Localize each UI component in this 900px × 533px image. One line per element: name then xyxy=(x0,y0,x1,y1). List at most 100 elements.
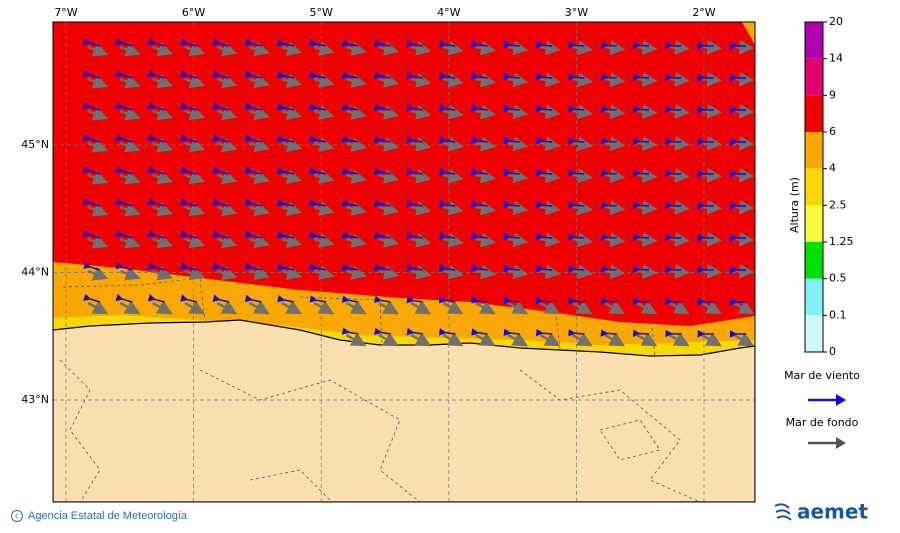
colorbar-segment xyxy=(805,242,823,279)
wind-arrow xyxy=(244,134,262,143)
lon-label: 6°W xyxy=(182,6,205,19)
swell-arrow xyxy=(216,201,238,217)
swell-arrow xyxy=(184,41,206,57)
swell-arrow xyxy=(507,332,529,347)
swell-arrow xyxy=(733,167,755,183)
wind-arrow xyxy=(600,233,617,241)
swell-arrow xyxy=(152,106,173,121)
wind-arrow xyxy=(568,233,585,241)
wind-arrow xyxy=(406,231,424,240)
wind-arrow xyxy=(115,69,133,79)
swell-arrow xyxy=(119,266,141,281)
swell-arrow xyxy=(733,263,755,279)
wind-arrow xyxy=(277,262,294,271)
wind-arrow xyxy=(212,166,230,175)
wind-arrow xyxy=(568,73,585,81)
wind-arrow xyxy=(147,262,165,271)
swell-arrow xyxy=(152,234,173,249)
wind-arrow xyxy=(471,168,488,176)
wind-arrow xyxy=(600,201,617,209)
wind-arrow xyxy=(212,294,230,303)
wind-arrow xyxy=(471,136,488,144)
swell-arrow xyxy=(152,42,173,57)
wind-arrow xyxy=(147,230,165,239)
swell-arrow xyxy=(378,41,400,56)
swell-arrow xyxy=(669,72,690,87)
wind-arrow xyxy=(600,265,617,273)
wind-arrow xyxy=(600,41,617,49)
wind-arrow xyxy=(180,262,198,271)
wind-arrow xyxy=(471,296,488,304)
swell-arrow xyxy=(669,136,690,151)
wind-arrow xyxy=(180,198,198,207)
colorbar-segment xyxy=(805,168,823,206)
wind-arrow xyxy=(503,72,520,81)
swell-arrow xyxy=(701,71,723,87)
swell-arrow xyxy=(443,168,464,184)
swell-arrow xyxy=(313,41,335,56)
swell-arrow xyxy=(119,74,141,89)
swell-arrow xyxy=(184,137,206,153)
swell-arrow xyxy=(281,73,303,88)
wind-arrow xyxy=(568,137,585,145)
wind-arrow xyxy=(341,199,359,207)
wind-arrow xyxy=(535,168,553,177)
wind-arrow xyxy=(600,329,617,337)
swell-arrow xyxy=(410,72,432,88)
swell-arrow xyxy=(184,300,206,315)
wind-arrow xyxy=(180,38,198,47)
wind-arrow xyxy=(374,327,391,336)
wind-arrow xyxy=(503,104,520,113)
swell-arrow xyxy=(313,201,335,216)
swell-arrow xyxy=(119,202,141,217)
wind-arrow xyxy=(244,102,262,111)
wind-arrow xyxy=(115,293,133,303)
wind-arrow xyxy=(341,39,359,47)
swell-arrow xyxy=(378,201,400,216)
wind-arrow xyxy=(212,38,230,47)
wind-arrow xyxy=(83,133,101,143)
swell-arrow xyxy=(249,201,270,217)
swell-arrow xyxy=(378,233,400,248)
swell-arrow xyxy=(346,233,367,248)
swell-arrow xyxy=(313,137,335,152)
wind-arrow xyxy=(438,104,456,112)
wind-arrow xyxy=(180,294,198,303)
wind-arrow xyxy=(180,102,198,111)
wind-arrow xyxy=(535,232,553,241)
swell-arrow xyxy=(443,264,464,280)
swell-arrow xyxy=(346,73,367,88)
swell-arrow xyxy=(474,332,496,347)
wind-arrow xyxy=(115,133,133,143)
wind-arrow xyxy=(535,264,553,273)
swell-arrow xyxy=(249,105,270,121)
wind-arrow xyxy=(503,40,520,49)
colorbar-tick-label: 0 xyxy=(829,345,836,358)
wind-arrow xyxy=(341,295,359,303)
wind-arrow xyxy=(471,264,488,272)
wind-arrow xyxy=(374,295,391,304)
lat-label: 45°N xyxy=(21,138,49,151)
wind-arrow xyxy=(503,296,520,305)
swell-arrow xyxy=(216,105,238,121)
wind-arrow xyxy=(535,200,553,209)
copyright-icon xyxy=(11,510,23,522)
wind-arrow xyxy=(277,38,294,47)
wind-arrow xyxy=(374,103,391,112)
wind-arrow xyxy=(374,199,391,208)
wind-arrow xyxy=(535,104,553,113)
wind-arrow xyxy=(600,297,617,305)
swell-arrow xyxy=(443,136,464,152)
wind-arrow xyxy=(438,40,456,48)
swell-arrow xyxy=(87,202,109,217)
wind-arrow xyxy=(438,136,456,144)
swell-arrow xyxy=(539,332,561,347)
colorbar-segment xyxy=(805,132,823,169)
swell-arrow xyxy=(216,169,238,185)
wind-arrow xyxy=(535,72,553,81)
swell-arrow xyxy=(184,169,206,185)
logo: aemet xyxy=(797,500,868,524)
wind-arrow xyxy=(244,262,262,271)
wind-arrow xyxy=(341,135,359,143)
swell-arrow xyxy=(87,42,109,57)
